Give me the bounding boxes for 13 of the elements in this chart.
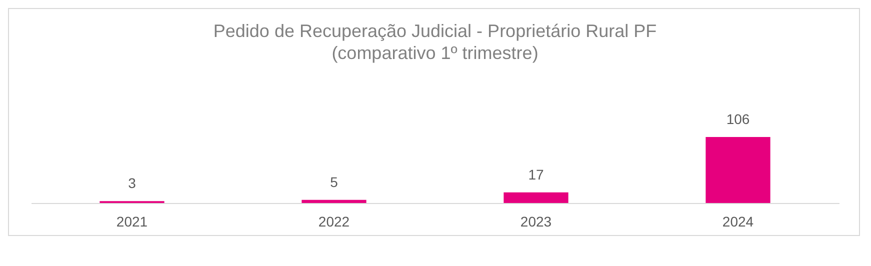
data-label: 3 — [128, 175, 136, 192]
x-tick-label: 2024 — [722, 214, 754, 230]
chart-title: Pedido de Recuperação Judicial - Proprietário Rural PF — [213, 21, 657, 41]
data-label: 106 — [726, 111, 750, 127]
bar — [504, 192, 568, 203]
bar — [302, 200, 366, 203]
x-tick-label: 2022 — [318, 214, 350, 230]
x-tick-label: 2021 — [116, 214, 148, 230]
data-label: 17 — [528, 166, 544, 182]
x-tick-label: 2023 — [520, 214, 552, 230]
chart-subtitle: (comparativo 1º trimestre) — [332, 43, 538, 63]
data-label: 5 — [330, 174, 338, 190]
bar — [706, 137, 770, 203]
